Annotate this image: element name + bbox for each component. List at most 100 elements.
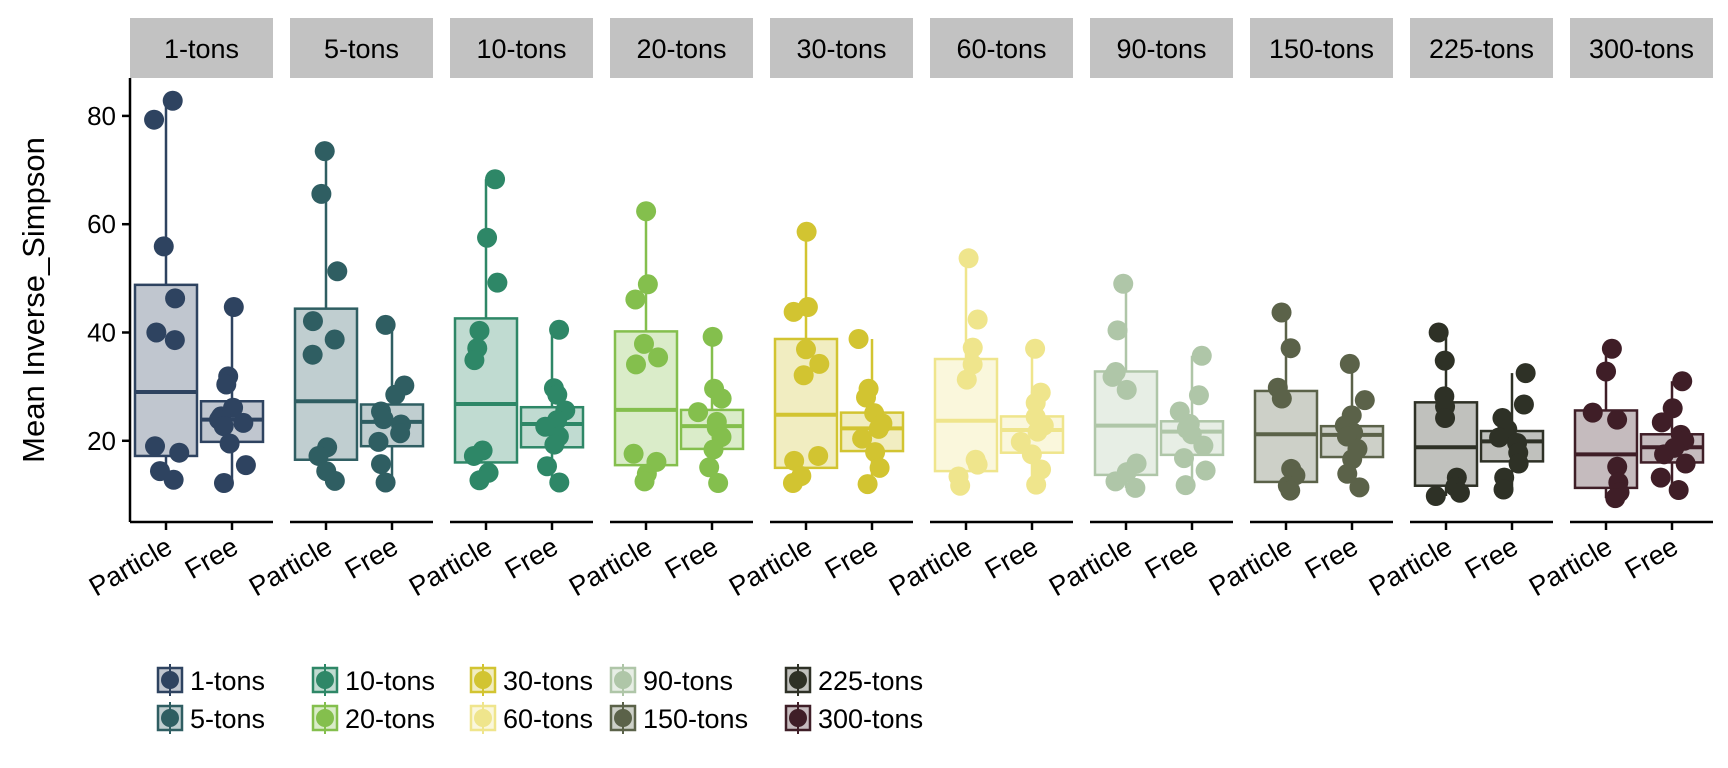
- x-tick-label: Particle: [724, 531, 817, 602]
- x-tick-label: Particle: [84, 531, 177, 602]
- facet-strip: [130, 18, 273, 78]
- legend-entry: 225-tons: [784, 664, 923, 696]
- data-point: [1105, 471, 1126, 492]
- data-point: [477, 227, 498, 248]
- data-point: [469, 320, 490, 341]
- x-tick-label: Free: [1460, 531, 1523, 585]
- data-point: [153, 236, 174, 257]
- data-point: [145, 436, 166, 457]
- data-point: [469, 470, 490, 491]
- facet-strips: 1-tons 5-tons 10-tons 20-tons 30-tons 60-tons…: [130, 18, 1713, 78]
- data-point: [373, 409, 394, 430]
- box: [133, 283, 199, 458]
- data-point: [314, 141, 335, 162]
- data-point: [144, 109, 165, 130]
- legend-label: 60-tons: [503, 704, 593, 734]
- data-point: [848, 328, 869, 349]
- legend-label: 20-tons: [345, 704, 435, 734]
- facet-panel: Particle Free: [724, 221, 913, 602]
- x-tick-label: Free: [660, 531, 723, 585]
- data-point: [1513, 394, 1534, 415]
- facet-strip-label: 300-tons: [1589, 34, 1694, 64]
- data-point: [487, 272, 508, 293]
- box: [1573, 409, 1639, 490]
- legend-key-point: [316, 709, 334, 727]
- data-point: [1195, 460, 1216, 481]
- x-tick-label: Free: [1140, 531, 1203, 585]
- facet-strip-label: 60-tons: [956, 34, 1046, 64]
- data-point: [223, 297, 244, 318]
- data-point: [1107, 320, 1128, 341]
- data-point: [703, 439, 724, 460]
- legend-entry: 1-tons: [156, 664, 265, 696]
- x-tick-label: Particle: [564, 531, 657, 602]
- data-point: [962, 337, 983, 358]
- y-axis-title: Mean Inverse_Simpson: [16, 137, 51, 463]
- x-tick-label: Free: [980, 531, 1043, 585]
- data-point: [1174, 448, 1194, 469]
- legend-key-point: [474, 671, 492, 689]
- y-tick-label: 20: [87, 426, 116, 456]
- data-point: [549, 472, 570, 493]
- data-point: [782, 473, 803, 494]
- legend-label: 150-tons: [643, 704, 748, 734]
- legend-label: 30-tons: [503, 666, 593, 696]
- x-tick-label: Free: [1300, 531, 1363, 585]
- box: [613, 330, 679, 467]
- data-point: [796, 221, 817, 242]
- facet-panel: Particle Free: [884, 248, 1073, 602]
- facet-panel: Particle Free: [1044, 273, 1233, 602]
- data-point: [1601, 338, 1622, 359]
- legend-label: 5-tons: [190, 704, 265, 734]
- data-point: [368, 431, 389, 452]
- facet-strip: [290, 18, 433, 78]
- x-tick-label: Free: [180, 531, 243, 585]
- data-point: [962, 354, 983, 375]
- data-point: [1191, 345, 1212, 366]
- data-point: [162, 90, 183, 111]
- data-point: [784, 450, 805, 471]
- data-point: [1354, 390, 1375, 411]
- legend-label: 90-tons: [643, 666, 733, 696]
- facet-strip: [1410, 18, 1553, 78]
- data-point: [375, 472, 396, 493]
- data-point: [169, 442, 190, 463]
- data-point: [956, 369, 977, 390]
- data-point: [967, 309, 988, 330]
- legend-label: 1-tons: [190, 666, 265, 696]
- legend-key-point: [789, 671, 807, 689]
- data-point: [633, 333, 654, 354]
- legend-label: 10-tons: [345, 666, 435, 696]
- data-point: [549, 319, 570, 340]
- data-point: [1025, 338, 1046, 359]
- data-point: [1113, 273, 1134, 294]
- legend-key-point: [789, 709, 807, 727]
- x-tick-label: Particle: [404, 531, 497, 602]
- data-point: [233, 412, 254, 433]
- data-point: [1675, 453, 1696, 474]
- data-point: [1175, 475, 1196, 496]
- data-point: [1596, 361, 1617, 382]
- legend: 1-tons 5-tons 10-tons 20-tons 30-tons 60-tons…: [156, 664, 923, 734]
- data-point: [1434, 350, 1455, 371]
- data-point: [324, 329, 345, 350]
- data-point: [1271, 302, 1292, 323]
- facet-strip: [610, 18, 753, 78]
- data-point: [950, 475, 971, 496]
- data-point: [637, 274, 658, 295]
- data-point: [547, 384, 568, 405]
- data-point: [1027, 421, 1048, 442]
- data-point: [809, 353, 830, 374]
- data-point: [165, 288, 186, 309]
- facet-strip-label: 10-tons: [476, 34, 566, 64]
- legend-key-point: [161, 709, 179, 727]
- data-point: [213, 416, 234, 437]
- data-point: [634, 471, 655, 492]
- data-point: [235, 455, 256, 476]
- data-point: [1349, 477, 1370, 498]
- data-point: [688, 402, 709, 423]
- facet-strip: [770, 18, 913, 78]
- data-point: [648, 347, 669, 368]
- data-point: [702, 326, 723, 347]
